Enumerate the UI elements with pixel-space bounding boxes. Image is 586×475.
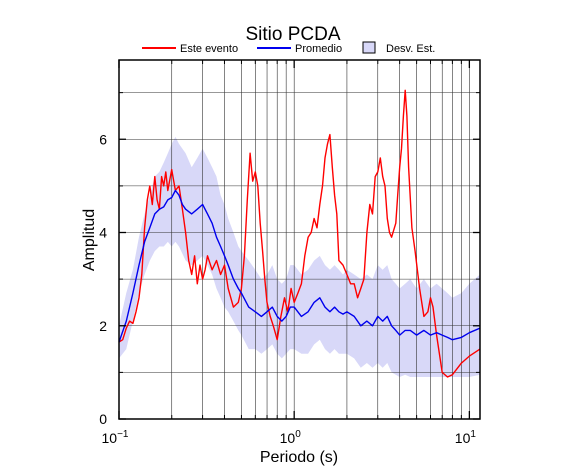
y-axis-label: Amplitud: [81, 209, 98, 271]
grid-layer: [119, 60, 480, 419]
tick-layer: 0 2 4 6 10−1 100 101: [99, 60, 480, 446]
y-tick-label: 0: [99, 411, 107, 427]
plot-frame: [118, 59, 481, 420]
x-axis-label: Periodo (s): [260, 449, 338, 466]
legend-label-desv-est: Desv. Est.: [386, 43, 435, 55]
x-tick-label: 101: [455, 429, 477, 446]
series-layer: [118, 89, 481, 378]
y-tick-label: 2: [99, 318, 107, 334]
std-band-layer: [119, 136, 480, 378]
legend-swatch-desv-est: [362, 41, 376, 54]
y-tick-label: 4: [99, 225, 107, 241]
series-line-este-evento: [118, 89, 481, 378]
y-tick-label: 6: [99, 131, 107, 147]
legend: Este evento Promedio Desv. Est.: [142, 41, 435, 55]
series-line-promedio: [118, 189, 481, 343]
chart-title: Sitio PCDA: [245, 24, 340, 45]
legend-label-promedio: Promedio: [295, 43, 342, 55]
x-tick-label: 100: [280, 429, 302, 446]
std-band: [119, 136, 480, 378]
legend-label-este-evento: Este evento: [180, 43, 238, 55]
x-tick-label: 10−1: [102, 429, 129, 446]
